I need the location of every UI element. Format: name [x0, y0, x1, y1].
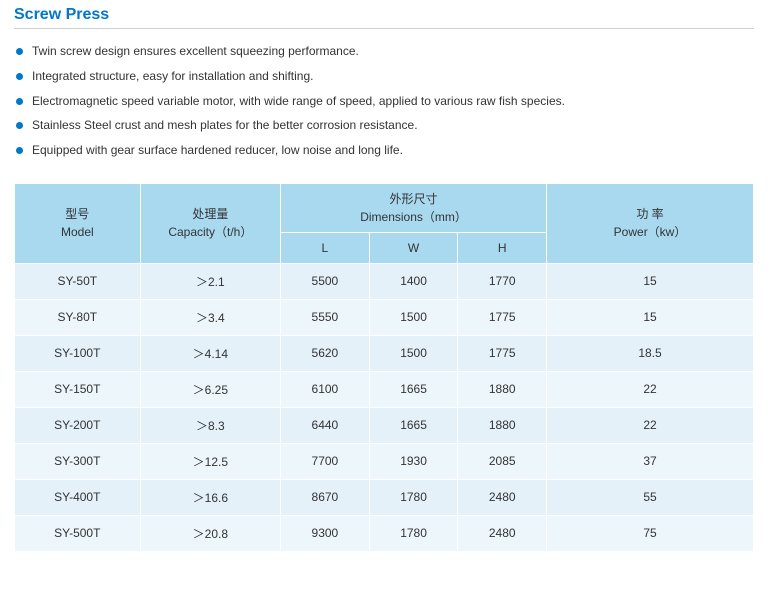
- cell-w: 1400: [369, 263, 458, 299]
- cell-power: 15: [547, 263, 754, 299]
- col-dim-l: L: [281, 232, 370, 263]
- cell-power: 15: [547, 299, 754, 335]
- cell-power: 37: [547, 443, 754, 479]
- cell-capacity: ＞3.4: [140, 299, 280, 335]
- cell-w: 1665: [369, 371, 458, 407]
- cell-model: SY-400T: [15, 479, 141, 515]
- table-row: SY-400T ＞16.6 8670 1780 2480 55: [15, 479, 754, 515]
- cell-h: 2480: [458, 479, 547, 515]
- cell-h: 1880: [458, 407, 547, 443]
- feature-item: Integrated structure, easy for installat…: [14, 68, 754, 85]
- table-row: SY-200T ＞8.3 6440 1665 1880 22: [15, 407, 754, 443]
- table-row: SY-150T ＞6.25 6100 1665 1880 22: [15, 371, 754, 407]
- cell-model: SY-50T: [15, 263, 141, 299]
- table-row: SY-50T ＞2.1 5500 1400 1770 15: [15, 263, 754, 299]
- table-body: SY-50T ＞2.1 5500 1400 1770 15 SY-80T ＞3.…: [15, 263, 754, 551]
- cell-capacity: ＞12.5: [140, 443, 280, 479]
- cell-w: 1930: [369, 443, 458, 479]
- feature-item: Twin screw design ensures excellent sque…: [14, 43, 754, 60]
- cell-model: SY-500T: [15, 515, 141, 551]
- cell-power: 75: [547, 515, 754, 551]
- cell-l: 5620: [281, 335, 370, 371]
- cell-power: 22: [547, 407, 754, 443]
- col-dim-w: W: [369, 232, 458, 263]
- cell-h: 2480: [458, 515, 547, 551]
- table-row: SY-80T ＞3.4 5550 1500 1775 15: [15, 299, 754, 335]
- cell-capacity: ＞4.14: [140, 335, 280, 371]
- page-title: Screw Press: [14, 6, 754, 29]
- cell-model: SY-100T: [15, 335, 141, 371]
- cell-l: 8670: [281, 479, 370, 515]
- cell-power: 55: [547, 479, 754, 515]
- table-row: SY-300T ＞12.5 7700 1930 2085 37: [15, 443, 754, 479]
- cell-capacity: ＞2.1: [140, 263, 280, 299]
- table-row: SY-500T ＞20.8 9300 1780 2480 75: [15, 515, 754, 551]
- cell-w: 1500: [369, 299, 458, 335]
- cell-w: 1780: [369, 479, 458, 515]
- cell-l: 7700: [281, 443, 370, 479]
- cell-model: SY-200T: [15, 407, 141, 443]
- feature-item: Equipped with gear surface hardened redu…: [14, 142, 754, 159]
- cell-h: 1775: [458, 299, 547, 335]
- cell-h: 2085: [458, 443, 547, 479]
- col-power: 功 率 Power（kw）: [547, 183, 754, 263]
- cell-l: 6440: [281, 407, 370, 443]
- table-header: 型号 Model 处理量 Capacity（t/h） 外形尺寸 Dimensio…: [15, 183, 754, 263]
- cell-capacity: ＞20.8: [140, 515, 280, 551]
- col-model: 型号 Model: [15, 183, 141, 263]
- cell-model: SY-300T: [15, 443, 141, 479]
- cell-capacity: ＞6.25: [140, 371, 280, 407]
- cell-power: 18.5: [547, 335, 754, 371]
- cell-h: 1880: [458, 371, 547, 407]
- cell-model: SY-150T: [15, 371, 141, 407]
- cell-w: 1500: [369, 335, 458, 371]
- cell-l: 6100: [281, 371, 370, 407]
- col-dim-h: H: [458, 232, 547, 263]
- cell-l: 9300: [281, 515, 370, 551]
- cell-w: 1780: [369, 515, 458, 551]
- cell-h: 1775: [458, 335, 547, 371]
- cell-h: 1770: [458, 263, 547, 299]
- feature-item: Stainless Steel crust and mesh plates fo…: [14, 117, 754, 134]
- cell-power: 22: [547, 371, 754, 407]
- cell-l: 5550: [281, 299, 370, 335]
- cell-capacity: ＞16.6: [140, 479, 280, 515]
- col-dimensions: 外形尺寸 Dimensions（mm）: [281, 183, 547, 232]
- col-capacity: 处理量 Capacity（t/h）: [140, 183, 280, 263]
- cell-capacity: ＞8.3: [140, 407, 280, 443]
- cell-model: SY-80T: [15, 299, 141, 335]
- table-row: SY-100T ＞4.14 5620 1500 1775 18.5: [15, 335, 754, 371]
- cell-l: 5500: [281, 263, 370, 299]
- feature-list: Twin screw design ensures excellent sque…: [14, 43, 754, 159]
- feature-item: Electromagnetic speed variable motor, wi…: [14, 93, 754, 110]
- cell-w: 1665: [369, 407, 458, 443]
- spec-table: 型号 Model 处理量 Capacity（t/h） 外形尺寸 Dimensio…: [14, 183, 754, 552]
